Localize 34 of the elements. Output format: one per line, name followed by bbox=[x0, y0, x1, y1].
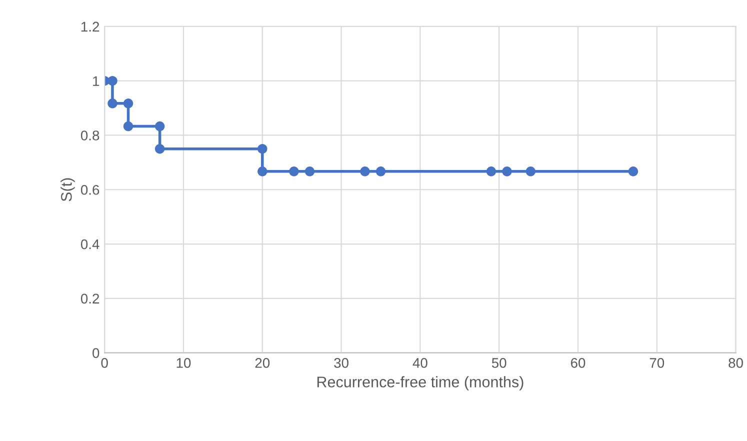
point bbox=[258, 144, 268, 154]
point bbox=[486, 166, 496, 176]
y-tick-label: 0 bbox=[92, 348, 100, 358]
point bbox=[123, 98, 134, 108]
point bbox=[108, 98, 118, 108]
x-tick-label: 20 bbox=[255, 358, 270, 368]
y-tick-label: 0.8 bbox=[80, 130, 100, 140]
x-tick-label: 10 bbox=[176, 358, 191, 368]
x-tick-label: 70 bbox=[650, 358, 664, 368]
point bbox=[289, 166, 299, 176]
x-tick-label: 0 bbox=[101, 358, 108, 368]
y-tick-label: 0.6 bbox=[80, 184, 100, 195]
point bbox=[502, 166, 512, 176]
x-axis-title: Recurrence-free time (months) bbox=[317, 376, 524, 390]
y-tick-label: 0.2 bbox=[80, 294, 100, 304]
x-tick-label: 60 bbox=[570, 358, 586, 368]
y-axis-title: S(t) bbox=[60, 178, 75, 202]
point bbox=[376, 166, 386, 176]
point bbox=[123, 121, 134, 132]
x-tick-label: 40 bbox=[412, 358, 428, 368]
y-tick-label: 0.4 bbox=[80, 239, 100, 250]
point bbox=[108, 76, 118, 86]
x-tick-label: 50 bbox=[492, 358, 506, 368]
point bbox=[258, 166, 268, 176]
point bbox=[154, 121, 165, 132]
x-tick-label: 30 bbox=[334, 358, 348, 368]
point bbox=[360, 166, 370, 176]
point bbox=[526, 166, 536, 176]
point bbox=[304, 166, 315, 176]
y-tick-label: 1.2 bbox=[81, 22, 100, 32]
x-tick-label: 80 bbox=[728, 358, 743, 368]
point bbox=[154, 144, 165, 154]
y-tick-label: 1 bbox=[93, 76, 100, 86]
point bbox=[628, 166, 638, 176]
